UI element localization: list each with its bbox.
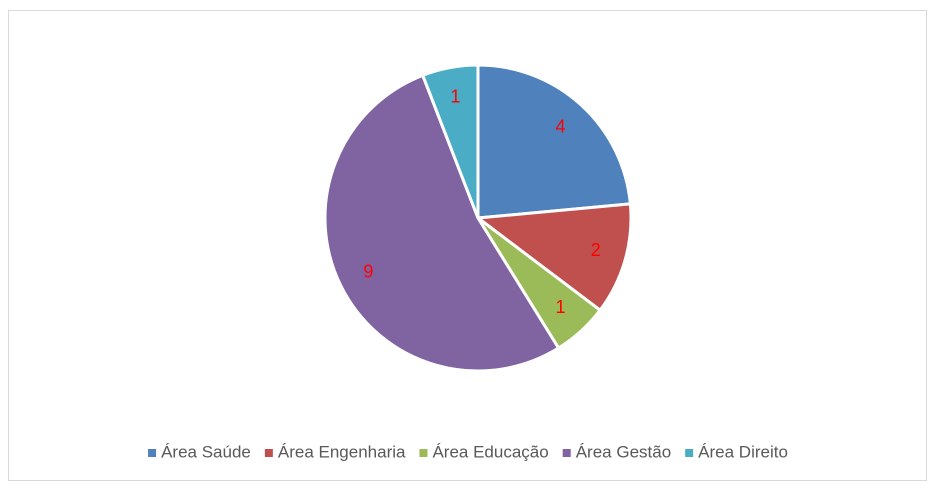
legend-marker: [264, 449, 273, 457]
pie-slice: [474, 202, 633, 313]
slice-label: 4: [555, 116, 565, 136]
pie-slice: [476, 63, 632, 220]
legend-marker: [685, 449, 694, 457]
slice-label: 1: [451, 86, 461, 106]
legend-marker: [148, 449, 157, 457]
legend: Área Saúde Área Engenharia Área Educação Ár…: [148, 442, 788, 461]
legend-marker: [419, 449, 428, 457]
legend-label: Área Educação: [432, 442, 548, 461]
pie-slice: [323, 73, 561, 373]
slice-label: 1: [555, 297, 565, 317]
slice-label: 9: [363, 261, 373, 281]
legend-label: Área Direito: [698, 442, 788, 461]
slice-label: 2: [591, 240, 601, 260]
legend-label: Área Engenharia: [278, 442, 406, 461]
legend-label: Área Saúde: [161, 442, 251, 461]
legend-marker: [562, 449, 571, 457]
pie-slice: [420, 63, 480, 219]
legend-label: Área Gestão: [576, 442, 671, 461]
